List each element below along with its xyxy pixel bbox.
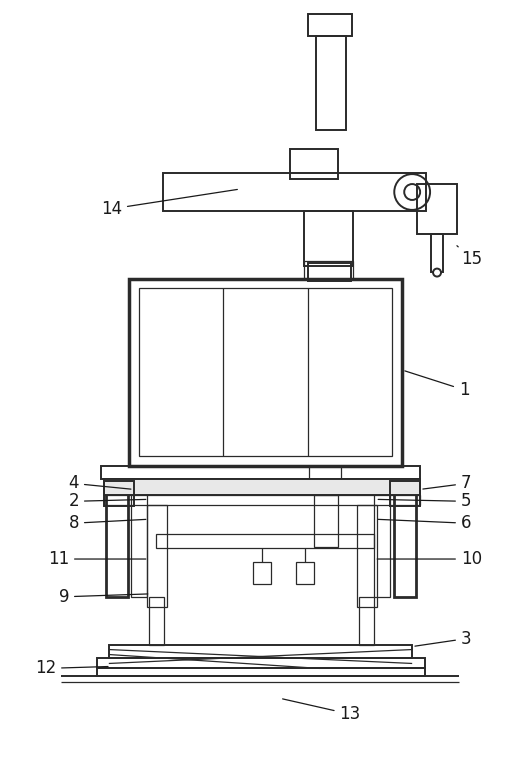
Text: 1: 1 xyxy=(405,371,470,399)
Bar xyxy=(296,562,313,584)
Text: 9: 9 xyxy=(59,588,148,606)
Bar xyxy=(104,481,134,506)
Bar xyxy=(106,479,128,597)
Text: 14: 14 xyxy=(101,189,237,218)
Bar xyxy=(390,481,420,506)
Bar xyxy=(360,597,374,644)
Bar xyxy=(316,36,346,130)
Bar xyxy=(104,495,420,506)
Text: 3: 3 xyxy=(415,630,472,647)
Bar xyxy=(97,668,425,677)
Bar xyxy=(431,234,443,272)
Bar xyxy=(146,506,167,607)
Bar xyxy=(308,14,352,36)
Bar xyxy=(97,659,425,668)
Text: 11: 11 xyxy=(48,550,146,568)
Bar xyxy=(129,279,402,466)
Bar xyxy=(374,479,390,597)
Text: 15: 15 xyxy=(457,246,482,268)
Text: 10: 10 xyxy=(377,550,482,568)
Bar xyxy=(313,495,337,547)
Bar xyxy=(290,149,337,179)
Circle shape xyxy=(433,269,441,276)
Text: 6: 6 xyxy=(378,514,471,532)
Bar xyxy=(162,173,426,211)
Bar xyxy=(417,184,457,234)
Bar xyxy=(304,211,353,266)
Bar xyxy=(139,288,392,456)
Text: 7: 7 xyxy=(423,475,471,493)
Text: 8: 8 xyxy=(69,514,146,532)
Bar xyxy=(358,506,377,607)
Bar xyxy=(304,260,353,279)
Bar xyxy=(101,466,420,479)
Text: 5: 5 xyxy=(378,492,471,510)
Text: 4: 4 xyxy=(69,475,131,493)
Text: 13: 13 xyxy=(283,699,361,723)
Bar xyxy=(308,263,350,281)
Bar xyxy=(104,479,420,495)
Bar xyxy=(253,562,271,584)
Text: 2: 2 xyxy=(69,492,146,510)
Bar xyxy=(394,479,416,597)
Bar xyxy=(109,644,412,659)
Bar xyxy=(131,479,146,597)
Bar xyxy=(148,597,163,644)
Bar xyxy=(156,534,374,548)
Bar xyxy=(309,466,340,494)
Text: 12: 12 xyxy=(35,659,108,678)
